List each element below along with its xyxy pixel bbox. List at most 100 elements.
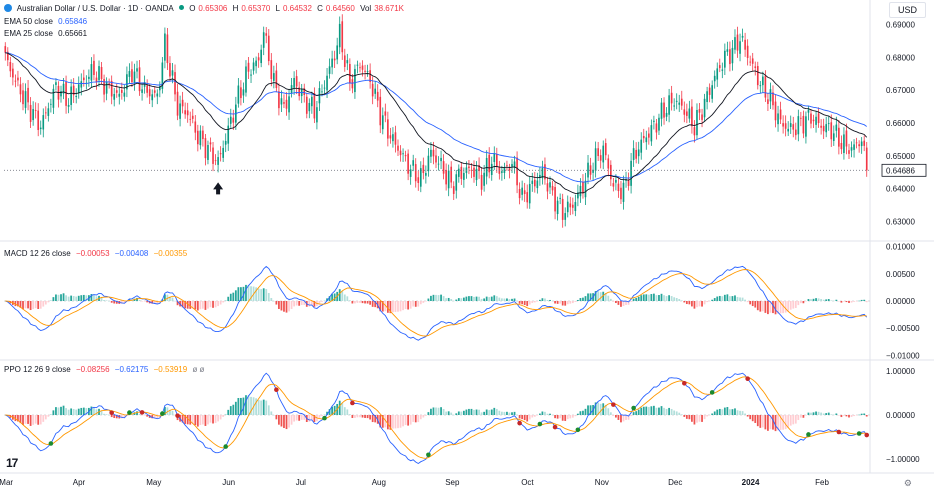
candle-body — [328, 66, 331, 74]
macd-legend[interactable]: MACD 12 26 close −0.00053 −0.00408 −0.00… — [4, 248, 190, 259]
macd-histogram-bar — [807, 299, 810, 301]
candle-body — [37, 110, 40, 131]
ppo-histogram-bar — [174, 414, 176, 416]
ppo-histogram-bar — [531, 415, 534, 418]
ppo-histogram-bar — [721, 409, 724, 415]
ppo-bearish-cross-dot — [611, 402, 616, 407]
macd-histogram-bar — [647, 294, 650, 301]
macd-histogram-bar — [65, 295, 67, 301]
ppo-histogram-bar — [523, 415, 526, 421]
ppo-histogram-bar — [237, 397, 240, 415]
ppo-histogram-bar — [693, 415, 696, 425]
ppo-histogram-bar — [620, 415, 622, 423]
candle-body — [14, 80, 17, 82]
ppo-histogram-bar — [120, 415, 123, 419]
ppo-histogram-bar — [506, 411, 508, 415]
candle-body — [648, 133, 650, 138]
ppo-histogram-bar — [640, 407, 643, 415]
candle-body — [539, 174, 541, 178]
ppo-histogram-bar — [42, 415, 45, 422]
candle-body — [683, 109, 686, 115]
ppo-histogram-bar — [37, 415, 40, 425]
macd-histogram-bar — [341, 291, 344, 301]
candle-body — [579, 185, 582, 197]
ema25-legend[interactable]: EMA 25 close 0.65661 — [4, 28, 90, 39]
candle-body — [333, 58, 336, 61]
settings-gear-icon[interactable]: ⚙ — [903, 478, 912, 488]
macd-histogram-bar — [473, 296, 475, 301]
ppo-histogram-bar — [810, 412, 812, 415]
ppo-histogram-bar — [630, 415, 632, 417]
up-arrow-marker — [213, 182, 224, 195]
symbol-title: Australian Dollar / U.S. Dollar · 1D · O… — [16, 4, 174, 13]
macd-histogram-bar — [146, 301, 149, 303]
candle-body — [731, 47, 734, 64]
ppo-histogram-bar — [194, 415, 197, 426]
ppo-histogram-bar — [427, 412, 430, 415]
macd-histogram-bar — [706, 301, 708, 303]
candle-body — [632, 148, 635, 160]
candle-body — [123, 92, 126, 97]
ppo-histogram-bar — [399, 415, 402, 428]
macd-histogram-bar — [599, 292, 602, 301]
macd-histogram-bar — [29, 301, 32, 311]
candle-body — [50, 103, 52, 105]
candle-body — [452, 186, 455, 194]
ppo-histogram-bar — [645, 406, 648, 415]
candle-body — [126, 74, 128, 90]
ppo-histogram-bar — [544, 411, 546, 415]
macd-histogram-bar — [323, 300, 326, 301]
macd-histogram-bar — [437, 295, 440, 301]
ppo-histogram-bar — [242, 397, 245, 415]
ppo-histogram-bar — [678, 412, 681, 415]
macd-histogram-bar — [440, 294, 442, 301]
ppo-bullish-cross-dot — [426, 452, 431, 458]
candle-body — [756, 66, 759, 86]
tradingview-logo[interactable]: 17 — [6, 456, 18, 470]
macd-histogram-bar — [832, 300, 835, 302]
candle-body — [184, 110, 186, 115]
ppo-histogram-bar — [338, 400, 341, 415]
currency-button[interactable]: USD — [888, 2, 926, 18]
ppo-histogram-bar — [820, 412, 823, 415]
candle-body — [566, 201, 569, 213]
macd-histogram-bar — [805, 301, 807, 302]
macd-histogram-bar — [303, 301, 306, 305]
macd-histogram-bar — [845, 301, 848, 303]
macd-histogram-bar — [105, 300, 108, 301]
macd-histogram-bar — [138, 300, 141, 301]
ema50-legend[interactable]: EMA 50 close 0.65846 — [4, 16, 90, 27]
ema25-label: EMA 25 close — [4, 29, 53, 38]
ppo-histogram-bar — [290, 415, 293, 425]
ppo-histogram-bar — [498, 410, 501, 415]
macd-histogram-bar — [741, 297, 744, 301]
candle-body — [805, 116, 807, 137]
candle-body — [131, 69, 133, 83]
candle-body — [159, 86, 161, 91]
candle-body — [47, 108, 50, 116]
macd-histogram-bar — [645, 294, 648, 301]
ppo-hidden-icons[interactable]: ø ø — [192, 365, 205, 374]
macd-histogram-bar — [536, 301, 539, 302]
ppo-histogram-bar — [764, 415, 767, 430]
candle-body — [209, 142, 212, 145]
macd-histogram-bar — [731, 296, 734, 301]
candle-body — [356, 64, 359, 66]
macd-histogram-bar — [815, 298, 817, 301]
candle-body — [262, 32, 265, 48]
macd-histogram-bar — [450, 299, 453, 301]
ppo-histogram-bar — [718, 408, 721, 415]
ppo-hist-value: −0.08256 — [75, 365, 110, 374]
candle-body — [422, 164, 425, 174]
ppo-legend[interactable]: PPO 12 26 9 close −0.08256 −0.62175 −0.5… — [4, 364, 207, 375]
ppo-histogram-bar — [262, 399, 265, 415]
ppo-histogram-bar — [483, 411, 486, 415]
macd-histogram-bar — [837, 301, 840, 302]
candle-body — [305, 96, 308, 114]
ppo-histogram-bar — [422, 415, 425, 418]
ppo-line-value: −0.62175 — [114, 365, 149, 374]
ppo-histogram-bar — [278, 415, 280, 425]
macd-histogram-bar — [47, 301, 50, 303]
